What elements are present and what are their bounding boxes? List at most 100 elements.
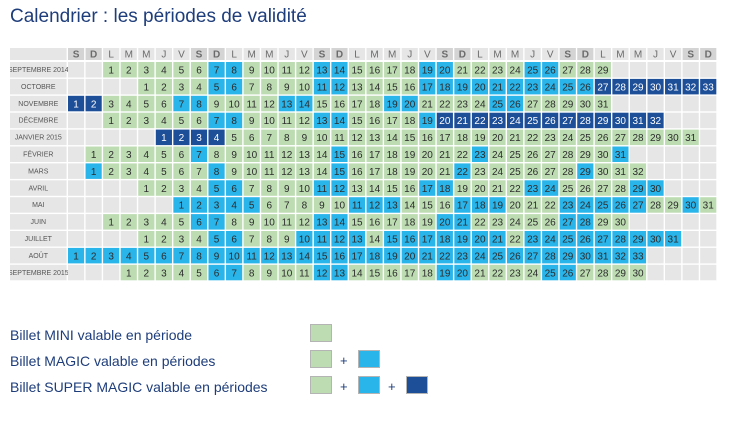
day-cell-mini <box>348 62 366 78</box>
day-cell-magic <box>524 62 541 78</box>
day-cell-magic <box>278 247 295 264</box>
day-cell-mini <box>577 129 594 146</box>
day-number: 27 <box>545 167 557 178</box>
day-number: 31 <box>597 99 609 110</box>
day-cell-mini <box>155 214 172 230</box>
day-cell-mini <box>261 146 278 162</box>
day-cell-magic <box>542 264 559 281</box>
day-header-cell <box>173 48 190 60</box>
day-cell-magic <box>138 247 155 264</box>
day-number: 21 <box>457 218 469 229</box>
day-number: 4 <box>144 167 150 178</box>
day-number: 7 <box>249 82 255 93</box>
day-cell-mini <box>454 146 471 162</box>
day-cell-mini <box>594 129 611 146</box>
day-number: 4 <box>231 201 237 212</box>
day-number: 5 <box>144 251 150 262</box>
empty-cell <box>647 247 664 264</box>
day-cell-magic <box>594 231 611 247</box>
day-number: 16 <box>369 65 381 76</box>
day-cell-mini <box>103 62 120 78</box>
day-header-label: M <box>616 50 624 61</box>
empty-cell <box>612 62 629 78</box>
day-number: 9 <box>266 268 272 279</box>
day-number: 27 <box>597 234 609 245</box>
day-cell-mini <box>103 95 120 112</box>
day-cell-magic <box>489 78 506 95</box>
day-cell-magic <box>278 95 295 112</box>
day-cell-magic <box>208 163 225 179</box>
day-cell-mini <box>226 129 243 146</box>
day-number: 25 <box>527 65 539 76</box>
day-cell-mini <box>384 264 401 281</box>
month-label: MARS <box>28 168 49 175</box>
day-header-label: V <box>670 50 677 61</box>
day-cell-super <box>647 112 664 129</box>
day-cell-mini <box>647 129 664 146</box>
day-cell-magic <box>261 247 278 264</box>
day-cell-magic <box>489 231 506 247</box>
day-cell-magic <box>489 197 506 213</box>
day-number: 17 <box>422 234 434 245</box>
month-label: SEPTEMBRE 2015 <box>10 270 69 277</box>
day-number: 12 <box>334 184 346 195</box>
day-number: 3 <box>126 150 132 161</box>
day-cell-super <box>629 112 647 129</box>
day-cell-magic <box>419 78 436 95</box>
day-number: 8 <box>284 133 290 144</box>
day-number: 3 <box>144 65 150 76</box>
day-number: 13 <box>351 184 363 195</box>
day-number: 29 <box>597 218 609 229</box>
day-number: 6 <box>196 116 202 127</box>
day-number: 12 <box>351 133 363 144</box>
day-number: 23 <box>562 201 574 212</box>
day-number: 13 <box>316 116 328 127</box>
day-cell-mini <box>507 180 524 196</box>
day-cell-magic <box>612 231 629 247</box>
day-cell-mini <box>454 95 471 112</box>
day-cell-mini <box>190 264 208 281</box>
day-cell-mini <box>647 197 664 213</box>
empty-cell <box>629 62 647 78</box>
day-number: 20 <box>439 65 451 76</box>
empty-cell <box>120 197 137 213</box>
day-number: 8 <box>231 116 237 127</box>
day-number: 25 <box>562 234 574 245</box>
empty-cell <box>629 95 647 112</box>
day-header-cell <box>384 48 401 60</box>
day-number: 19 <box>422 65 434 76</box>
day-cell-magic <box>208 197 225 213</box>
day-number: 31 <box>615 167 627 178</box>
day-number: 14 <box>299 251 311 262</box>
day-number: 9 <box>284 82 290 93</box>
day-header-cell <box>208 48 225 60</box>
day-cell-magic <box>243 247 260 264</box>
day-number: 25 <box>510 167 522 178</box>
day-number: 26 <box>597 133 609 144</box>
day-cell-magic <box>384 247 401 264</box>
day-number: 26 <box>580 234 592 245</box>
day-cell-mini <box>243 180 260 196</box>
day-number: 26 <box>562 268 574 279</box>
day-cell-mini <box>366 163 383 179</box>
day-number: 13 <box>281 99 293 110</box>
day-cell-mini <box>384 129 401 146</box>
day-header-label: J <box>161 50 166 61</box>
day-number: 16 <box>422 133 434 144</box>
day-cell-super <box>594 112 611 129</box>
day-number: 31 <box>685 133 697 144</box>
day-header-cell <box>507 48 524 60</box>
day-number: 16 <box>351 150 363 161</box>
day-cell-mini <box>138 214 155 230</box>
day-number: 4 <box>196 234 202 245</box>
day-number: 9 <box>302 133 308 144</box>
day-cell-mini <box>190 163 208 179</box>
day-cell-magic <box>471 247 489 264</box>
empty-cell <box>682 214 699 230</box>
day-header-cell <box>419 48 436 60</box>
day-cell-mini <box>278 78 295 95</box>
day-cell-mini <box>261 78 278 95</box>
day-cell-magic <box>507 247 524 264</box>
day-header-cell <box>190 48 208 60</box>
day-number: 24 <box>580 201 592 212</box>
